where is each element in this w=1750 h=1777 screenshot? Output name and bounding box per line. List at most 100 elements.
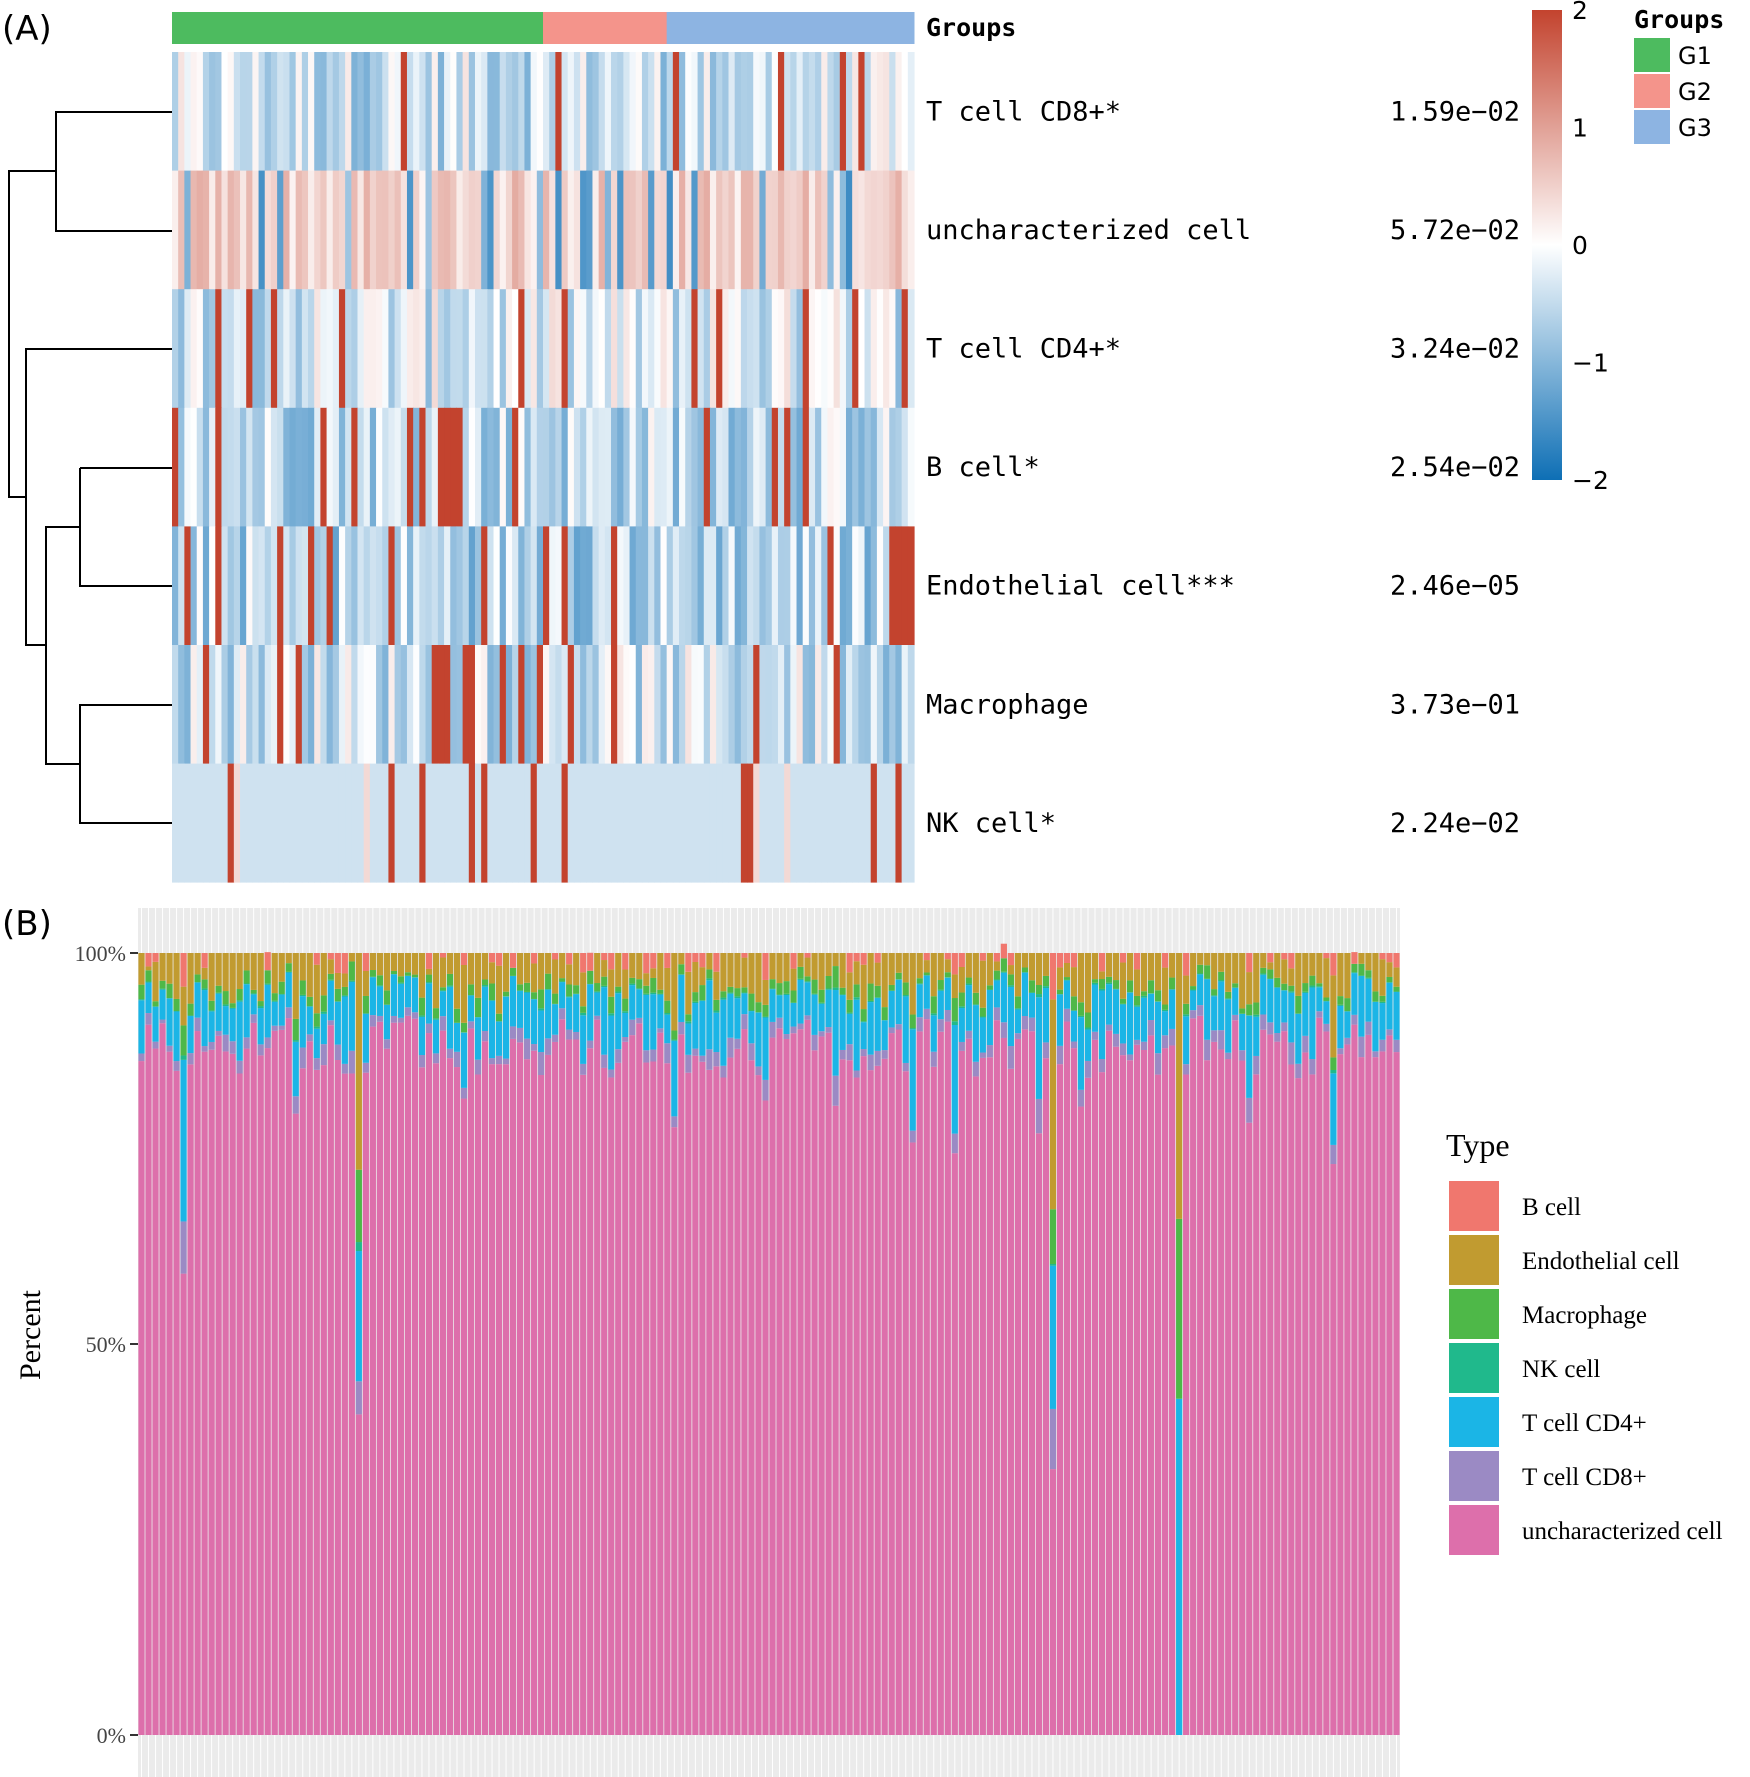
heatmap-cell: [270, 645, 278, 764]
heatmap-cell: [586, 170, 594, 290]
bar-segment: [1042, 988, 1050, 1043]
heatmap-cell: [246, 289, 253, 409]
heatmap-cell: [240, 407, 247, 527]
heatmap-cell: [406, 763, 414, 883]
bar-segment: [285, 1018, 292, 1735]
heatmap-cell: [357, 170, 365, 290]
bar-segment: [979, 953, 986, 961]
bar-segment: [1204, 965, 1211, 979]
bar-segment: [215, 993, 222, 1031]
bar-segment: [930, 1051, 937, 1067]
bar-segment: [559, 982, 566, 1009]
heatmap-cell: [635, 645, 643, 764]
heatmap-cell: [586, 763, 594, 883]
bar-segment: [958, 1041, 965, 1051]
heatmap-cell: [654, 289, 662, 409]
bar-segment: [1021, 953, 1029, 968]
bar-segment: [1379, 1001, 1386, 1004]
bar-segment: [1183, 953, 1190, 976]
bar-segment: [566, 984, 573, 997]
bar-segment: [601, 960, 608, 977]
color-scale-tick: 2: [1572, 0, 1588, 25]
heatmap-cell: [808, 763, 816, 883]
heatmap-cell: [777, 289, 785, 409]
bar-segment: [425, 1023, 433, 1034]
heatmap-cell: [444, 407, 451, 527]
bar-segment: [1211, 953, 1218, 990]
bar-segment: [1386, 1035, 1393, 1735]
heatmap-cell: [406, 407, 414, 527]
bar-segment: [937, 989, 944, 991]
heatmap-cell: [611, 170, 618, 290]
bar-segment: [1155, 1001, 1162, 1002]
heatmap-row: [172, 645, 915, 764]
stacked-bar: [713, 953, 720, 1735]
bar-segment: [1148, 980, 1155, 994]
bar-segment: [601, 976, 608, 986]
bar-segment: [685, 1072, 692, 1735]
heatmap-cell: [567, 645, 575, 764]
bar-segment: [993, 1020, 1000, 1735]
heatmap-cell: [753, 289, 761, 409]
stacked-bar: [1295, 953, 1302, 1735]
heatmap-cell: [270, 289, 278, 409]
bar-segment: [481, 986, 489, 1032]
bar-segment: [916, 953, 923, 979]
heatmap-cell: [833, 407, 841, 527]
bar-segment: [937, 980, 944, 990]
heatmap-cell: [573, 407, 581, 527]
bar-segment: [1028, 1017, 1036, 1032]
heatmap-cell: [400, 52, 408, 171]
bar-segment: [1140, 1041, 1148, 1050]
heatmap-cell: [172, 763, 179, 883]
row-pvalue: 3.24e−02: [1390, 334, 1520, 365]
heatmap-cell: [889, 645, 897, 764]
heatmap-cell: [567, 407, 575, 527]
bar-segment: [790, 953, 797, 969]
stacked-bar: [285, 953, 292, 1735]
heatmap-cell: [771, 289, 779, 409]
heatmap-cell: [227, 763, 235, 883]
heatmap-cell: [895, 645, 903, 764]
bar-segment: [250, 953, 257, 990]
heatmap-cell: [598, 526, 606, 646]
bar-segment: [790, 1026, 797, 1034]
heatmap-cell: [771, 645, 779, 764]
bar-segment: [173, 1011, 180, 1062]
bar-segment: [453, 1008, 461, 1023]
heatmap-cell: [815, 289, 822, 409]
bar-segment: [327, 979, 334, 981]
bar-segment: [1274, 953, 1281, 978]
stacked-bar: [755, 953, 762, 1735]
bar-segment: [1218, 971, 1225, 981]
heatmap-cell: [419, 52, 427, 171]
bar-segment: [229, 1007, 236, 1009]
bar-segment: [769, 988, 776, 990]
bar-segment: [1316, 1017, 1323, 1735]
bar-segment: [509, 967, 517, 976]
bar-segment: [748, 1011, 755, 1044]
bar-segment: [222, 1034, 229, 1052]
bar-segment: [1028, 1031, 1036, 1735]
bar-segment: [713, 1010, 720, 1013]
stacked-bar: [1077, 953, 1085, 1735]
heatmap-cell: [672, 407, 680, 527]
bar-segment: [1197, 1005, 1204, 1016]
bar-segment: [1028, 992, 1036, 1018]
type-legend-label: T cell CD4+: [1522, 1410, 1647, 1437]
stacked-bar: [495, 953, 503, 1735]
stacked-bar: [650, 953, 657, 1735]
bar-segment: [1063, 980, 1071, 1009]
heatmap-cell: [573, 763, 581, 883]
bar-segment: [159, 953, 166, 981]
heatmap-cell: [363, 645, 371, 764]
bar-segment: [951, 953, 958, 975]
stacked-bar: [804, 953, 811, 1735]
stacked-bar: [1169, 953, 1176, 1735]
bar-segment: [699, 1055, 706, 1062]
bar-segment: [1049, 953, 1057, 1000]
stacked-bar: [993, 953, 1000, 1735]
heatmap-cell: [864, 52, 872, 171]
heatmap-cell: [481, 526, 488, 646]
bar-segment: [1351, 1014, 1358, 1025]
